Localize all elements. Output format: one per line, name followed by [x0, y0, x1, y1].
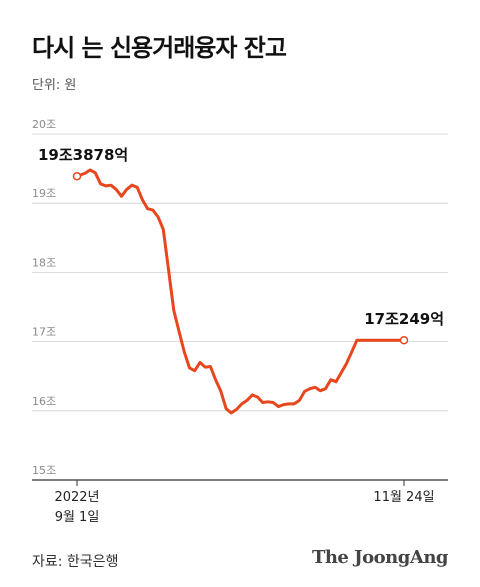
endpoint-marker: [399, 335, 409, 345]
endpoint-marker: [72, 171, 82, 181]
x-tick-label: 9월 1일: [55, 510, 100, 525]
y-tick-label: 18조: [32, 256, 56, 269]
data-label: 17조249억: [364, 310, 444, 328]
x-tick-label: 11월 24일: [373, 490, 434, 505]
x-tick-label: 2022년: [54, 490, 99, 505]
data-label: 19조3878억: [38, 146, 128, 164]
chart-title: 다시 는 신용거래융자 잔고: [32, 34, 287, 62]
brand-logo: The JoongAng: [311, 547, 449, 568]
y-tick-label: 15조: [32, 464, 56, 477]
annotation-layer: 19조3878억 17조249억: [38, 146, 444, 328]
y-tick-label: 17조: [32, 326, 56, 339]
marker-layer: [72, 171, 409, 345]
y-tick-label: 19조: [32, 187, 56, 200]
series-line-layer: [75, 168, 406, 415]
source-note: 자료: 한국은행: [32, 554, 119, 570]
x-axis: 2022년 9월 1일 11월 24일: [54, 480, 435, 525]
y-tick-label: 16조: [32, 395, 56, 408]
series-line: [75, 168, 406, 415]
unit-label: 단위: 원: [32, 78, 77, 93]
y-tick-label: 20조: [32, 118, 56, 131]
